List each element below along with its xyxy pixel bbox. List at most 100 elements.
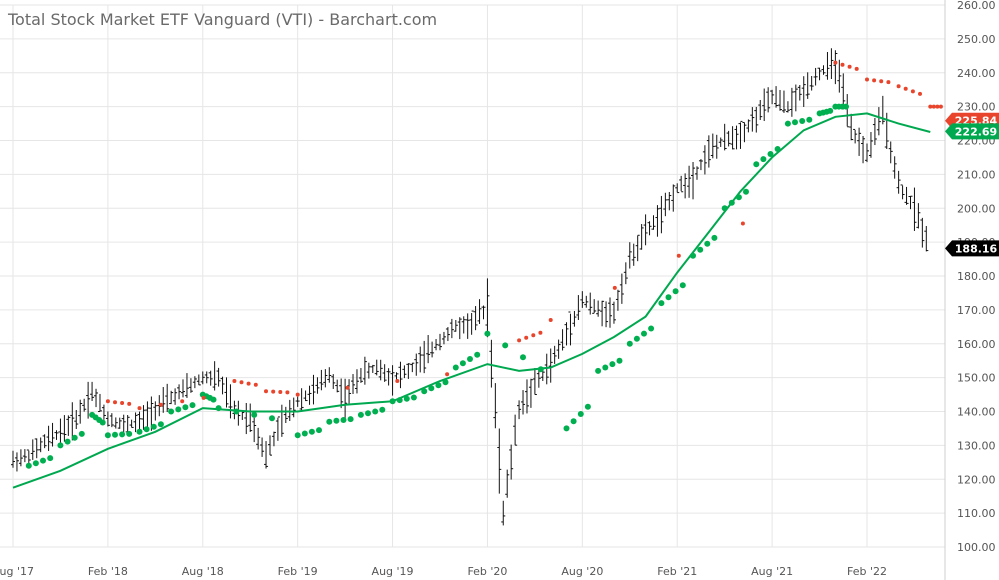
sar-dot bbox=[104, 432, 111, 439]
sar-dot bbox=[740, 221, 745, 226]
sar-dot bbox=[665, 294, 672, 301]
sar-dot bbox=[616, 357, 623, 364]
sar-dot bbox=[285, 390, 290, 395]
sar-dot bbox=[333, 417, 340, 424]
chart-title: Total Stock Market ETF Vanguard (VTI) - … bbox=[7, 10, 437, 29]
sar-dot bbox=[679, 282, 686, 289]
sar-dot bbox=[340, 417, 347, 423]
sar-dot bbox=[301, 430, 308, 437]
sar-dot bbox=[78, 430, 85, 437]
y-tick-label: 100.00 bbox=[957, 541, 996, 554]
sar-dot bbox=[774, 146, 781, 152]
ma-last-badge-bg bbox=[945, 123, 999, 140]
sar-dot bbox=[57, 442, 64, 449]
sar-dot bbox=[295, 392, 300, 397]
last-price-badge-bg bbox=[945, 240, 999, 257]
y-tick-label: 250.00 bbox=[957, 33, 996, 46]
sar-dot bbox=[99, 419, 106, 426]
x-tick-label: Feb '22 bbox=[847, 565, 887, 578]
sar-dot bbox=[753, 161, 760, 168]
sar-dot bbox=[357, 411, 364, 418]
sar-dot bbox=[886, 80, 891, 85]
sar-dot bbox=[743, 188, 749, 195]
ma-last-badge: 222.69 bbox=[955, 125, 997, 138]
sar-dot bbox=[602, 364, 609, 371]
sar-dot bbox=[676, 253, 681, 258]
sar-dot bbox=[879, 79, 884, 84]
sar-dot bbox=[271, 389, 276, 394]
y-tick-label: 130.00 bbox=[957, 439, 996, 452]
sar-dot bbox=[865, 77, 869, 82]
sar-dot bbox=[938, 104, 943, 109]
sar-dot bbox=[210, 396, 217, 403]
sar-dot bbox=[278, 390, 283, 394]
sar-dot bbox=[537, 366, 544, 373]
sar-dot bbox=[827, 107, 834, 114]
sar-dot bbox=[595, 367, 602, 374]
sar-dot bbox=[658, 300, 665, 307]
sar-dot bbox=[215, 405, 222, 412]
y-tick-label: 230.00 bbox=[957, 101, 996, 114]
sar-dot bbox=[246, 381, 251, 386]
sar-dot bbox=[251, 411, 258, 418]
price-bars bbox=[11, 48, 929, 526]
sar-dot bbox=[182, 404, 189, 411]
sar-dot bbox=[253, 382, 258, 387]
sar-dot bbox=[396, 397, 403, 404]
sar-dot bbox=[502, 342, 509, 349]
sar-dot bbox=[410, 394, 417, 401]
sar-dot bbox=[175, 406, 182, 413]
sar-dot bbox=[735, 194, 742, 201]
x-tick-label: Aug '17 bbox=[0, 565, 34, 578]
sar-dot bbox=[421, 388, 428, 395]
sar-dot bbox=[918, 91, 922, 96]
x-tick-label: Aug '19 bbox=[372, 565, 414, 578]
x-axis: Aug '17 Feb '18 Aug '18 Feb '19 Aug '19 Feb '… bbox=[0, 565, 887, 578]
sar-dot bbox=[711, 234, 718, 241]
sar-dot bbox=[442, 379, 449, 386]
sar-dot bbox=[854, 66, 859, 71]
sar-dot bbox=[64, 438, 71, 445]
sar-dot bbox=[379, 406, 386, 413]
sar-dot bbox=[872, 78, 877, 83]
sar-dot bbox=[935, 104, 940, 109]
sar-dot bbox=[389, 398, 396, 405]
sar-dot bbox=[467, 356, 473, 362]
x-tick-label: Feb '19 bbox=[278, 565, 318, 578]
sar-dot bbox=[806, 116, 813, 123]
sar-dot bbox=[32, 460, 39, 467]
sar-dot bbox=[524, 335, 529, 340]
sar-dot bbox=[531, 333, 536, 338]
sar-dot bbox=[264, 389, 268, 394]
sar-dot bbox=[25, 462, 32, 469]
sar-dot bbox=[577, 411, 584, 417]
sar-dot bbox=[612, 285, 617, 290]
y-tick-label: 200.00 bbox=[957, 202, 996, 215]
sar-dot bbox=[704, 240, 711, 247]
y-tick-label: 150.00 bbox=[957, 372, 996, 385]
sar-dot bbox=[40, 457, 46, 464]
sar-dot bbox=[609, 361, 616, 368]
last-price-badge: 188.16 bbox=[955, 242, 998, 255]
sar-dot bbox=[189, 402, 196, 409]
sar-dot bbox=[233, 408, 240, 415]
sar-dot bbox=[903, 86, 908, 91]
sar-dot bbox=[143, 426, 150, 433]
sar-dot bbox=[395, 379, 400, 383]
sar-dot bbox=[403, 395, 410, 402]
sar-dot bbox=[136, 428, 143, 435]
sar-dot bbox=[767, 151, 774, 157]
sar-dot bbox=[626, 340, 633, 347]
sar-dot bbox=[168, 408, 175, 415]
y-axis: 100.00 110.00 120.00 130.00 140.00 150.00 160.… bbox=[944, 0, 996, 580]
sar-dot bbox=[47, 455, 54, 462]
sar-dot bbox=[452, 364, 459, 371]
sar-dot bbox=[760, 156, 767, 163]
sar-dot bbox=[847, 64, 852, 69]
sar-dot bbox=[119, 431, 126, 438]
sar-dot bbox=[548, 318, 553, 322]
sar-dot bbox=[584, 403, 591, 410]
sar-dot bbox=[201, 395, 206, 400]
sar-dot bbox=[910, 89, 915, 94]
